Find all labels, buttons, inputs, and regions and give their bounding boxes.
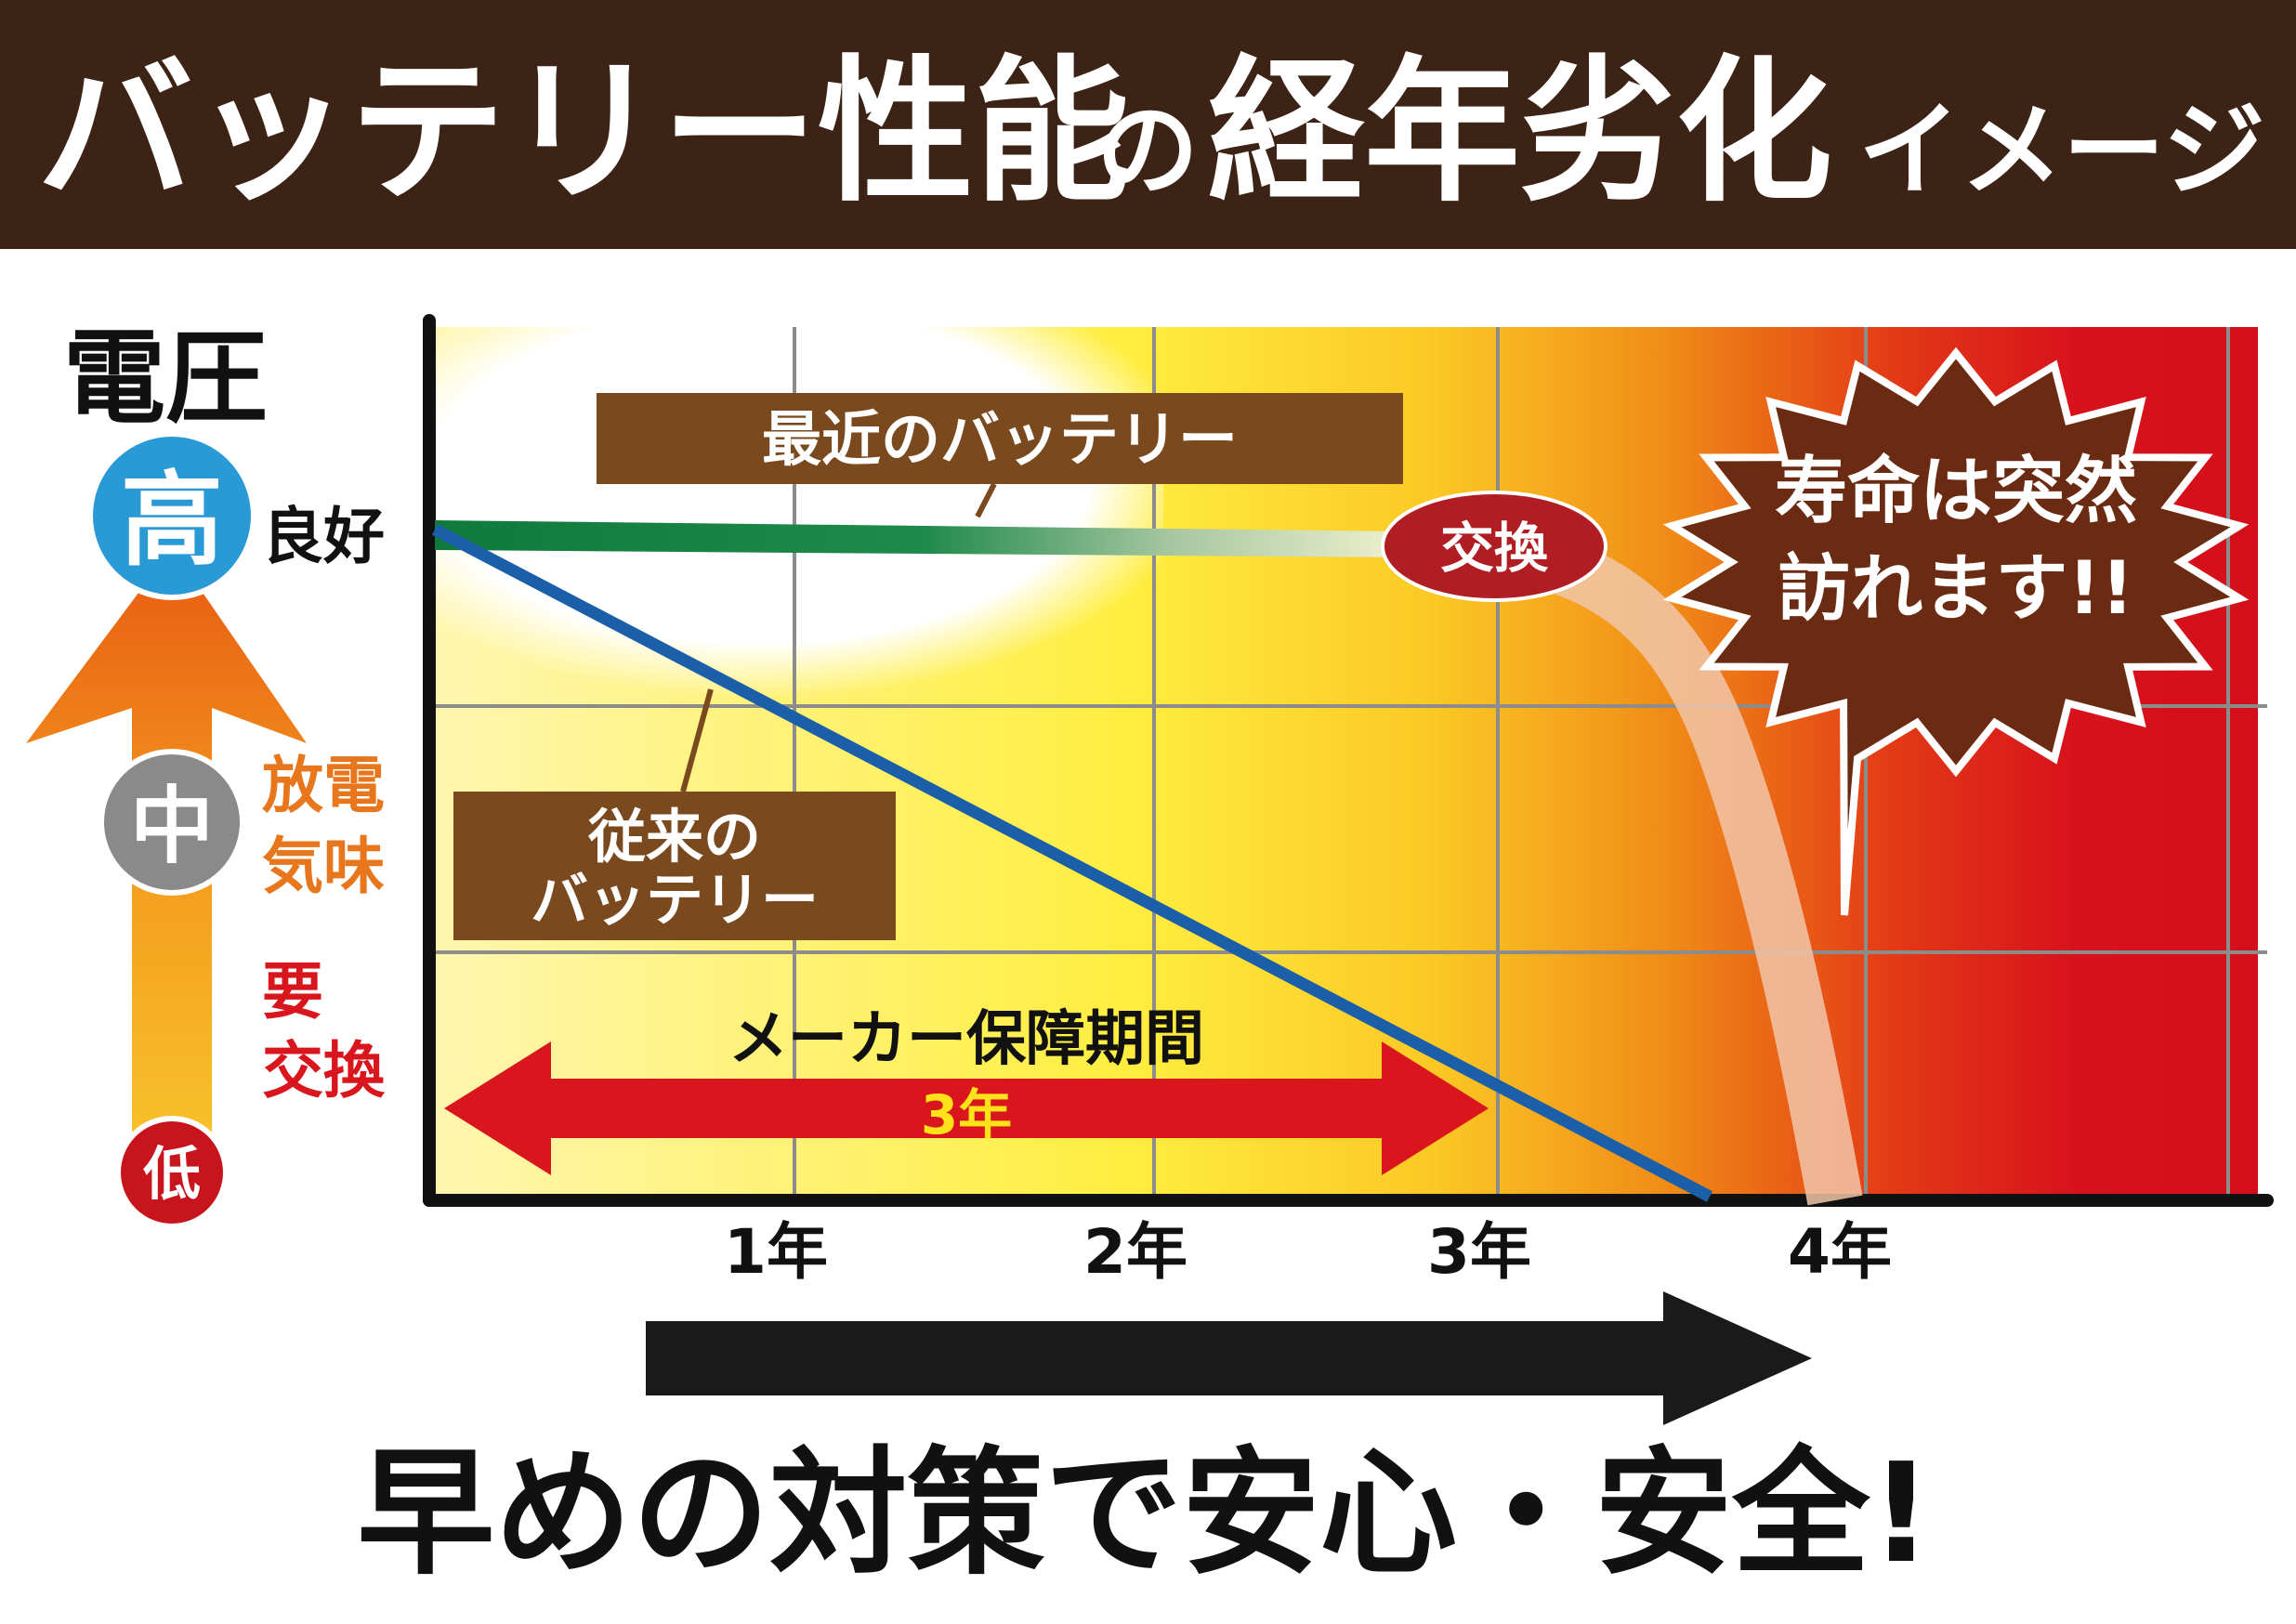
title-main: バッテリー性能 xyxy=(37,41,1130,223)
burst-text-line1: 寿命は突然 xyxy=(1775,450,2137,533)
title-bar xyxy=(0,0,2296,249)
burst-text-line2: 訪れます!! xyxy=(1778,547,2133,631)
mid-text: 中 xyxy=(130,778,214,875)
x-tick-label: 1年 xyxy=(724,1216,828,1288)
title-small: イメージ xyxy=(1858,91,2265,210)
title-no: の xyxy=(1096,91,1199,210)
x-tick-labels: 1年 2年 3年 4年 xyxy=(724,1216,1892,1288)
burst-callout xyxy=(1662,347,2250,916)
conventional-label-line2: バッテリー xyxy=(531,866,819,934)
exchange-oval xyxy=(1381,491,1607,602)
footer-slogan: 早めの対策で安心・安全! xyxy=(357,1434,1933,1593)
x-tick-label: 3年 xyxy=(1427,1216,1531,1288)
replace-text-2: 交換 xyxy=(262,1035,386,1107)
x-tick-label: 2年 xyxy=(1083,1216,1187,1288)
recent-label-pointer xyxy=(975,482,997,518)
low-circle xyxy=(115,1116,229,1229)
series-conventional xyxy=(431,524,1713,1202)
warranty-label: メーカー保障期間 xyxy=(728,1005,1204,1074)
series-recent-flat xyxy=(435,520,1412,557)
y-axis-label: 電圧 xyxy=(63,319,268,438)
replace-text-1: 要 xyxy=(262,956,323,1028)
warranty-arrow xyxy=(444,1041,1489,1175)
discharge-text-1: 放電 xyxy=(262,750,385,821)
x-tick-label: 4年 xyxy=(1788,1216,1892,1288)
recent-label-box xyxy=(597,393,1403,484)
conventional-label-box xyxy=(453,792,896,940)
time-arrow xyxy=(646,1291,1812,1425)
high-circle xyxy=(87,431,256,600)
low-text: 低 xyxy=(143,1140,201,1208)
good-text: 良好 xyxy=(262,501,385,572)
exchange-text: 交換 xyxy=(1440,517,1549,580)
conventional-label-line1: 従来の xyxy=(587,803,761,871)
recent-label-text: 最近のバッテリー xyxy=(762,406,1238,475)
conventional-label-pointer xyxy=(680,688,714,792)
warranty-years: 3年 xyxy=(921,1083,1012,1146)
mid-circle xyxy=(98,749,245,896)
title-main-2: 経年劣化 xyxy=(1208,41,1832,223)
high-text: 高 xyxy=(121,461,223,580)
discharge-text-2: 気味 xyxy=(262,831,385,902)
